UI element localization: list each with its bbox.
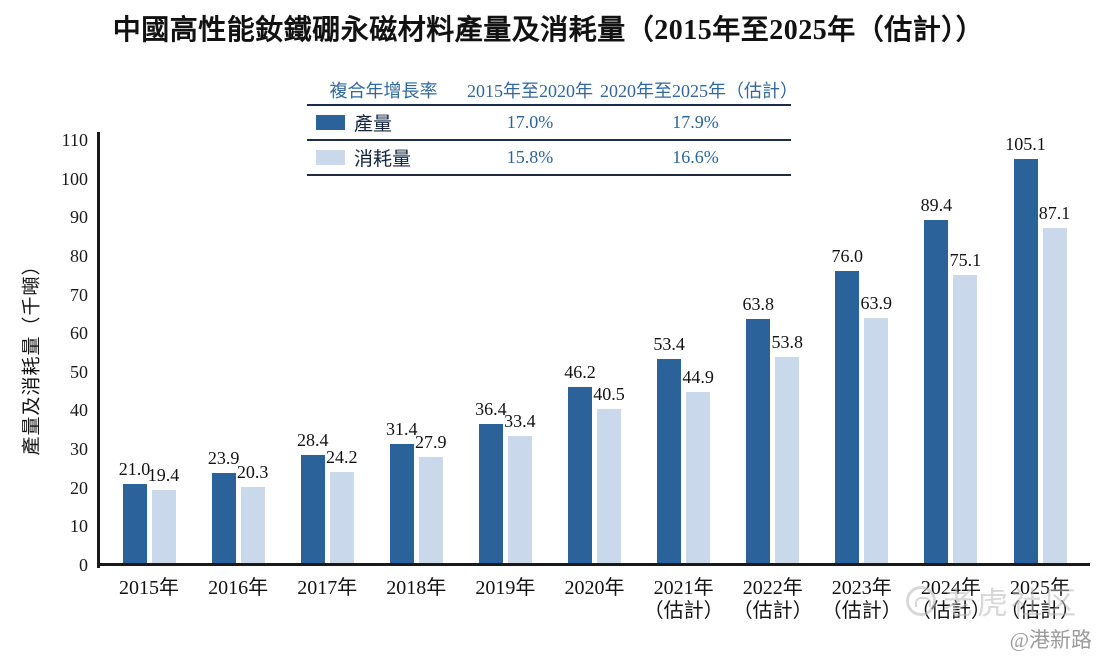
bar-production-2023年 bbox=[835, 271, 860, 565]
legend-swatch-consumption-icon bbox=[316, 150, 345, 165]
bar-consumption-2022年 bbox=[775, 357, 800, 565]
x-axis-label-2020年: 2020年 bbox=[564, 577, 625, 599]
cagr-header-metric: 複合年增長率 bbox=[329, 81, 438, 101]
y-axis-tick-label: 80 bbox=[70, 245, 88, 266]
bar-consumption-2015年 bbox=[151, 490, 176, 565]
bar-consumption-2019年 bbox=[507, 435, 532, 565]
y-axis-tick-label: 90 bbox=[70, 207, 88, 228]
x-axis-line bbox=[97, 563, 1090, 566]
chart-title: 中國高性能釹鐵硼永磁材料產量及消耗量（2015年至2025年（估計）） bbox=[112, 15, 985, 46]
bar-production-2015年 bbox=[122, 483, 147, 565]
bar-production-2021年 bbox=[657, 358, 682, 565]
x-axis-label-2023年: 2023年 （估計） bbox=[821, 577, 902, 622]
bar-consumption-2020年 bbox=[597, 408, 621, 565]
bar-value-label-consumption-2022年: 53.8 bbox=[771, 332, 803, 353]
y-axis-tick-label: 10 bbox=[70, 516, 88, 537]
bar-value-label-consumption-2016年: 20.3 bbox=[236, 461, 269, 482]
bar-value-label-production-2019年: 36.4 bbox=[475, 399, 507, 420]
bar-value-label-consumption-2017年: 24.2 bbox=[325, 446, 358, 467]
x-axis-label-2015年: 2015年 bbox=[119, 577, 179, 599]
bar-consumption-2017年 bbox=[329, 471, 354, 565]
bar-production-2025年 bbox=[1013, 158, 1038, 565]
bar-value-label-production-2016年: 23.9 bbox=[207, 447, 240, 468]
y-axis-tick-label: 20 bbox=[70, 477, 88, 498]
cagr-header-period-1: 2015年至2020年 bbox=[467, 81, 593, 101]
bar-value-label-consumption-2025年: 87.1 bbox=[1038, 203, 1071, 224]
x-axis-label-2016年: 2016年 bbox=[208, 577, 269, 599]
cagr-row-production: 產量 17.0% 17.9% bbox=[307, 104, 791, 139]
y-axis-tick-label: 100 bbox=[61, 168, 88, 189]
y-axis-title: 產量及消耗量（千噸） bbox=[21, 255, 43, 456]
y-axis-tick-label: 50 bbox=[70, 361, 88, 382]
y-axis-tick-label: 40 bbox=[70, 400, 88, 421]
bar-production-2017年 bbox=[300, 455, 325, 565]
bar-consumption-2023年 bbox=[864, 318, 889, 565]
watermark: 老虎社区 bbox=[906, 578, 1079, 623]
cagr-table: 複合年增長率 2015年至2020年 2020年至2025年（估計） 產量 17… bbox=[307, 76, 799, 176]
bar-value-label-consumption-2015年: 19.4 bbox=[147, 465, 180, 486]
bar-value-label-production-2022年: 63.8 bbox=[742, 293, 774, 314]
y-axis-tick-label: 60 bbox=[70, 323, 88, 344]
bar-production-2024年 bbox=[924, 219, 949, 565]
bar-value-label-consumption-2024年: 75.1 bbox=[949, 249, 982, 270]
bar-value-label-consumption-2020年: 40.5 bbox=[593, 383, 625, 404]
bar-value-label-production-2021年: 53.4 bbox=[653, 333, 685, 354]
bar-value-label-production-2020年: 46.2 bbox=[564, 361, 596, 382]
x-axis-label-2019年: 2019年 bbox=[475, 577, 536, 599]
bar-consumption-2016年 bbox=[240, 486, 265, 565]
x-axis-label-2018年: 2018年 bbox=[386, 577, 447, 599]
watermark-handle: @港新路 bbox=[1009, 628, 1092, 652]
y-axis-line bbox=[97, 132, 100, 568]
cagr-header-period-2: 2020年至2025年（估計） bbox=[600, 81, 798, 101]
bar-value-label-production-2023年: 76.0 bbox=[831, 246, 864, 267]
x-axis-label-2022年: 2022年 （估計） bbox=[732, 577, 813, 622]
y-axis-tick-label: 0 bbox=[79, 555, 88, 575]
cagr-production-2015-2020: 17.0% bbox=[506, 112, 554, 132]
watermark-brand: 老虎社区 bbox=[943, 586, 1079, 621]
legend-label-production: 產量 bbox=[354, 114, 393, 135]
y-axis-tick-label: 110 bbox=[61, 130, 88, 150]
bar-value-label-consumption-2021年: 44.9 bbox=[682, 366, 714, 387]
bar-production-2022年 bbox=[746, 318, 771, 565]
cagr-production-2020-2025: 17.9% bbox=[672, 112, 719, 132]
bar-value-label-production-2024年: 89.4 bbox=[920, 194, 953, 215]
bar-consumption-2025年 bbox=[1042, 228, 1067, 565]
bar-production-2016年 bbox=[211, 472, 236, 565]
y-axis-tick-label: 30 bbox=[70, 439, 88, 460]
cagr-consumption-2020-2025: 16.6% bbox=[672, 147, 719, 167]
legend-label-consumption: 消耗量 bbox=[354, 149, 412, 170]
x-axis-label-2021年: 2021年 （估計） bbox=[643, 577, 724, 622]
bar-consumption-2021年 bbox=[686, 391, 711, 565]
cagr-table-header: 複合年增長率 2015年至2020年 2020年至2025年（估計） bbox=[307, 76, 799, 104]
tiger-logo-icon bbox=[906, 585, 936, 616]
bar-production-2020年 bbox=[568, 386, 592, 565]
bar-production-2019年 bbox=[478, 424, 503, 565]
bar-value-label-production-2025年: 105.1 bbox=[1005, 133, 1046, 154]
x-axis-label-2025年: 2025年 （估計） bbox=[1000, 577, 1080, 622]
bar-value-label-production-2017年: 28.4 bbox=[296, 430, 329, 451]
cagr-consumption-2015-2020: 15.8% bbox=[506, 147, 554, 167]
bar-consumption-2018年 bbox=[418, 457, 443, 565]
legend-swatch-production-icon bbox=[316, 115, 345, 130]
x-axis-label-2017年: 2017年 bbox=[297, 577, 358, 599]
bar-value-label-consumption-2023年: 63.9 bbox=[860, 293, 893, 314]
bar-consumption-2024年 bbox=[953, 274, 978, 565]
bar-value-label-consumption-2018年: 27.9 bbox=[415, 432, 447, 453]
bar-value-label-production-2015年: 21.0 bbox=[118, 458, 151, 479]
bar-value-label-production-2018年: 31.4 bbox=[386, 418, 418, 439]
y-axis-tick-label: 70 bbox=[70, 284, 88, 305]
bar-value-label-consumption-2019年: 33.4 bbox=[504, 410, 536, 431]
cagr-row-consumption: 消耗量 15.8% 16.6% bbox=[307, 139, 791, 176]
bar-production-2018年 bbox=[389, 443, 414, 565]
